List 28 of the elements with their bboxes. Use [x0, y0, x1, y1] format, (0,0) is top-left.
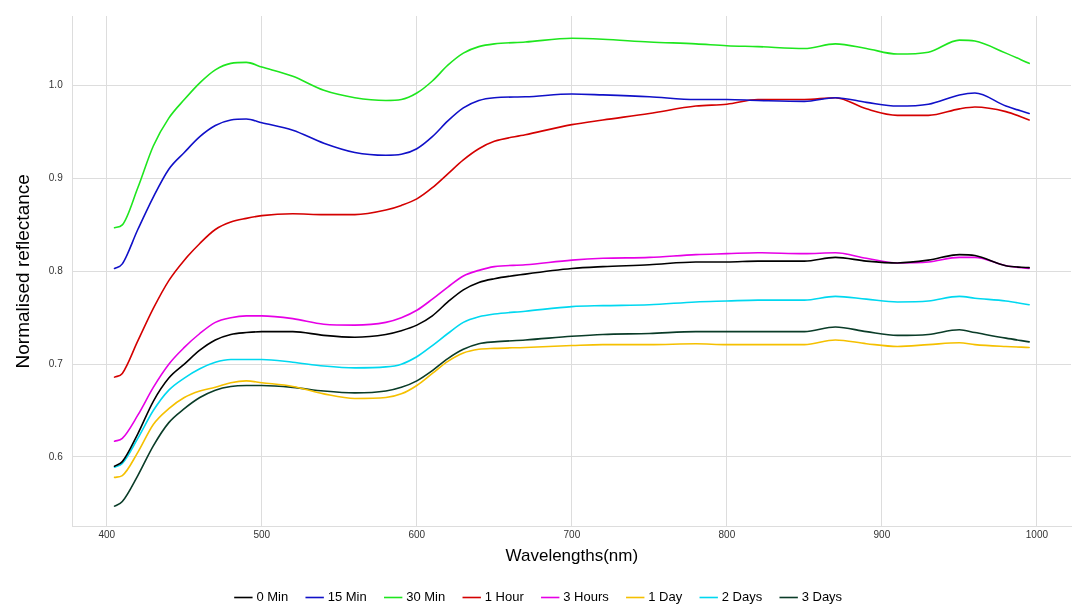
y-tick-label: 0.9	[48, 172, 64, 184]
x-tick-label: 800	[718, 529, 736, 541]
y-axis-title: Normalised reflectance	[11, 174, 33, 369]
y-tick-label: 0.7	[48, 357, 64, 369]
legend-label: 15 Min	[327, 589, 367, 605]
line-series	[113, 96, 1030, 378]
line-series	[113, 295, 1030, 468]
x-tick-label: 700	[563, 529, 581, 541]
x-axis-title: Wavelengths(nm)	[505, 546, 639, 566]
x-tick-label: 1000	[1025, 529, 1049, 541]
y-tick-label: 0.8	[48, 265, 64, 277]
legend-label: 1 Day	[648, 589, 683, 605]
line-series	[113, 339, 1030, 479]
y-tick-label: 1.0	[48, 79, 64, 91]
x-tick-label: 500	[253, 529, 271, 541]
x-tick-label: 600	[408, 529, 426, 541]
line-series	[113, 92, 1030, 270]
legend-label: 1 Hour	[484, 589, 525, 605]
legend-label: 30 Min	[406, 589, 446, 605]
x-tick-label: 900	[873, 529, 891, 541]
line-series	[113, 326, 1030, 507]
y-tick-label: 0.6	[48, 450, 64, 462]
line-series	[113, 37, 1030, 229]
legend-label: 3 Days	[801, 589, 843, 605]
legend-label: 0 Min	[256, 589, 289, 605]
legend-label: 2 Days	[721, 589, 763, 605]
x-tick-label: 400	[98, 529, 116, 541]
legend-label: 3 Hours	[563, 589, 610, 605]
